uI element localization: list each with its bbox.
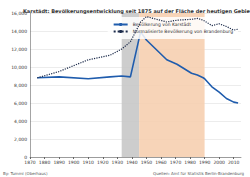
svg-text:4,000: 4,000 <box>14 119 27 124</box>
svg-text:6,000: 6,000 <box>14 101 27 106</box>
svg-text:1940: 1940 <box>126 160 138 165</box>
svg-text:1960: 1960 <box>155 160 167 165</box>
svg-text:1870: 1870 <box>24 160 36 165</box>
svg-text:1900: 1900 <box>68 160 80 165</box>
svg-text:1890: 1890 <box>53 160 65 165</box>
svg-text:16,000: 16,000 <box>11 10 27 16</box>
svg-text:1930: 1930 <box>112 160 124 165</box>
svg-text:Normalisierte Bevölkerung von: Normalisierte Bevölkerung von Brandenbur… <box>133 29 233 34</box>
svg-text:10,000: 10,000 <box>11 65 27 70</box>
svg-text:1970: 1970 <box>170 160 182 165</box>
svg-text:8,000: 8,000 <box>14 83 27 88</box>
svg-text:1980: 1980 <box>184 160 196 165</box>
svg-text:2,000: 2,000 <box>14 137 27 142</box>
svg-text:0: 0 <box>24 155 27 160</box>
svg-text:Karstädt: Bevölkerungsentwickl: Karstädt: Bevölkerungsentwicklung seit 1… <box>23 8 250 15</box>
svg-text:Bevölkerung von Karstädt: Bevölkerung von Karstädt <box>133 22 191 27</box>
svg-text:12,000: 12,000 <box>11 47 27 52</box>
svg-text:1990: 1990 <box>199 160 211 165</box>
svg-text:14,000: 14,000 <box>11 29 27 34</box>
svg-text:2000: 2000 <box>213 160 225 165</box>
svg-text:Quellen: Amt für Statistik Ber: Quellen: Amt für Statistik Berlin-Brande… <box>153 171 244 176</box>
svg-text:1950: 1950 <box>141 160 153 165</box>
svg-text:1910: 1910 <box>82 160 94 165</box>
svg-text:2010: 2010 <box>228 160 240 165</box>
svg-text:1880: 1880 <box>39 160 51 165</box>
svg-text:By: Tummi (Oberhaus): By: Tummi (Oberhaus) <box>3 171 48 176</box>
svg-text:1920: 1920 <box>97 160 109 165</box>
